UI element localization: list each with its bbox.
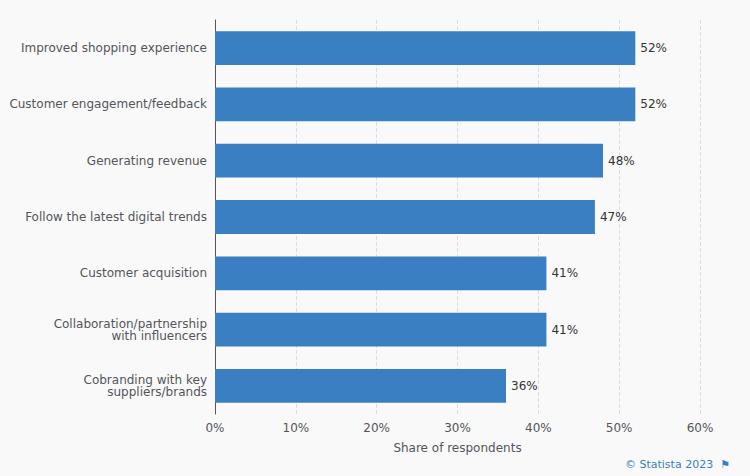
svg-text:Customer acquisition: Customer acquisition [80,266,207,280]
svg-text:41%: 41% [551,266,578,280]
svg-text:47%: 47% [600,210,627,224]
svg-text:48%: 48% [608,154,635,168]
svg-text:0%: 0% [205,421,224,435]
svg-text:52%: 52% [640,41,667,55]
svg-text:Customer engagement/feedback: Customer engagement/feedback [9,97,207,111]
svg-text:52%: 52% [640,97,667,111]
svg-text:suppliers/brands: suppliers/brands [107,385,207,399]
svg-text:Collaboration/partnership: Collaboration/partnership [53,316,207,331]
svg-text:50%: 50% [606,421,633,435]
svg-text:Improved shopping experience: Improved shopping experience [21,41,207,55]
svg-text:10%: 10% [282,421,309,435]
svg-text:Cobranding with key: Cobranding with key [83,372,207,387]
svg-text:41%: 41% [551,323,578,337]
svg-text:with influencers: with influencers [111,329,207,343]
svg-text:Follow the latest digital tren: Follow the latest digital trends [25,210,207,224]
svg-text:20%: 20% [363,421,390,435]
svg-text:Generating revenue: Generating revenue [87,154,207,168]
svg-text:30%: 30% [444,421,471,435]
svg-text:36%: 36% [511,379,538,393]
svg-text:Share of respondents: Share of respondents [393,441,521,455]
svg-text:60%: 60% [687,421,714,435]
svg-text:© Statista 2023 ⚑: © Statista 2023 ⚑ [625,458,730,471]
svg-text:40%: 40% [525,421,552,435]
